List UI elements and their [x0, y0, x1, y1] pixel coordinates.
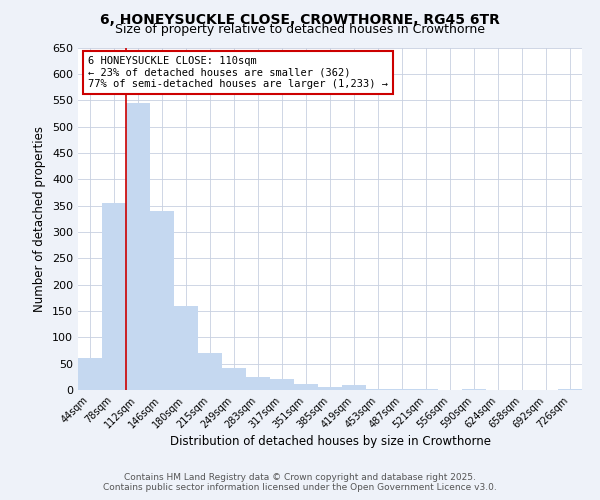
Bar: [390, 389, 414, 390]
Bar: [366, 389, 390, 390]
Text: Contains HM Land Registry data © Crown copyright and database right 2025.
Contai: Contains HM Land Registry data © Crown c…: [103, 473, 497, 492]
Bar: [246, 377, 270, 390]
Bar: [318, 387, 342, 390]
Bar: [294, 384, 318, 390]
Bar: [174, 306, 198, 390]
X-axis label: Distribution of detached houses by size in Crowthorne: Distribution of detached houses by size …: [170, 436, 491, 448]
Bar: [462, 389, 486, 390]
Bar: [126, 103, 150, 390]
Bar: [198, 353, 222, 390]
Text: 6 HONEYSUCKLE CLOSE: 110sqm
← 23% of detached houses are smaller (362)
77% of se: 6 HONEYSUCKLE CLOSE: 110sqm ← 23% of det…: [88, 56, 388, 90]
Bar: [78, 358, 102, 390]
Bar: [150, 211, 174, 390]
Bar: [222, 368, 246, 390]
Bar: [270, 380, 294, 390]
Bar: [558, 389, 582, 390]
Y-axis label: Number of detached properties: Number of detached properties: [34, 126, 46, 312]
Bar: [102, 203, 126, 390]
Bar: [414, 389, 438, 390]
Bar: [342, 384, 366, 390]
Text: Size of property relative to detached houses in Crowthorne: Size of property relative to detached ho…: [115, 22, 485, 36]
Text: 6, HONEYSUCKLE CLOSE, CROWTHORNE, RG45 6TR: 6, HONEYSUCKLE CLOSE, CROWTHORNE, RG45 6…: [100, 12, 500, 26]
